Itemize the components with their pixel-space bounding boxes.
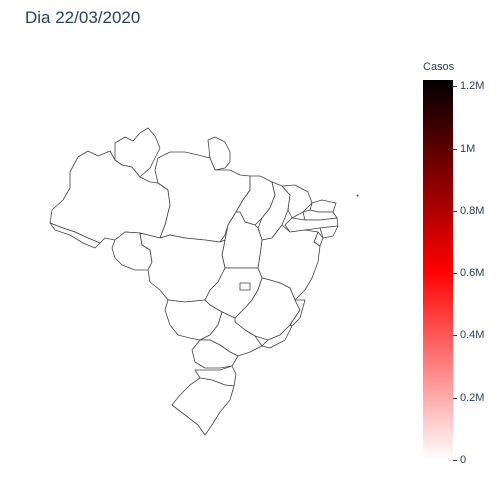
colorbar-tick-mark bbox=[453, 335, 457, 336]
colorbar-tick-label: 1.2M bbox=[460, 80, 485, 92]
state-acre[interactable] bbox=[49, 222, 101, 249]
state-rio-de-janeiro[interactable] bbox=[261, 324, 293, 349]
state-rio-grande-do-sul[interactable] bbox=[171, 377, 235, 436]
colorbar-tick-label: 1M bbox=[460, 143, 476, 155]
colorbar-tick-label: 0.6M bbox=[460, 267, 485, 279]
state-rio-grande-do-norte[interactable] bbox=[309, 199, 337, 213]
colorbar-tick-label: 0 bbox=[460, 454, 467, 466]
brazil-states-map[interactable] bbox=[0, 0, 420, 500]
state-alagoas[interactable] bbox=[319, 225, 339, 239]
colorbar-tick-mark bbox=[453, 211, 457, 212]
colorbar-tick-mark bbox=[453, 460, 457, 461]
island-fernando-de-noronha bbox=[356, 194, 359, 197]
colorbar bbox=[423, 80, 453, 460]
colorbar-tick-label: 0.4M bbox=[460, 329, 485, 341]
colorbar-tick-label: 0.2M bbox=[460, 392, 485, 404]
colorbar-tick-mark bbox=[453, 149, 457, 150]
colorbar-title: Casos bbox=[423, 61, 455, 73]
state-distrito-federal[interactable] bbox=[239, 282, 251, 291]
colorbar-tick-label: 0.8M bbox=[460, 205, 485, 217]
colorbar-tick-mark bbox=[453, 398, 457, 399]
colorbar-gradient bbox=[423, 80, 453, 460]
chart-title: Dia 22/03/2020 bbox=[25, 8, 141, 27]
colorbar-tick-mark bbox=[453, 86, 457, 87]
colorbar-tick-mark bbox=[453, 273, 457, 274]
state-roraima[interactable] bbox=[114, 127, 161, 178]
